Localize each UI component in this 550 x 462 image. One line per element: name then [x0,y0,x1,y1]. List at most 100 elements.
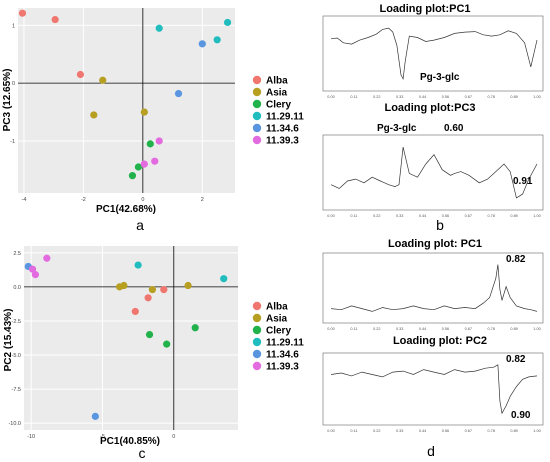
panel-a-ylabel: PC3 (12.65%) [2,69,13,132]
d-bottom-xtick-label: 0.11 [350,429,357,433]
d-top-xtick-label: 0.44 [419,327,426,331]
legend-a-entry-label: Alba [266,76,288,87]
b-bottom-xtick-label: 0.78 [488,214,495,218]
c-xtick-label: -5 [100,434,105,440]
legend-a-entry-label: Clery [266,100,291,111]
b-bottom-xtick-label: 0.89 [510,214,517,218]
c-ytick-label: -10.0 [8,421,21,427]
c-ytick-label: 2.5 [13,251,21,257]
b-top-xtick-label: 0.78 [488,95,495,99]
legend-a-swatch [252,99,262,109]
a-point-alba [76,70,85,79]
legend-c-entry-label: 11.39.3 [266,362,299,373]
a-point-11-39-3 [140,160,148,168]
a-point-11-39-3 [151,157,159,165]
b-bottom-annotation-060: 0.60 [444,123,464,134]
b-top-xtick-label: 0.67 [465,95,472,99]
b-bottom-annotation-pg3glc: Pg-3-glc [377,123,417,134]
panel-c-ylabel: PC2 (15.43%) [3,309,14,372]
legend-c-entry-label: Clery [266,326,291,337]
b-bottom-xtick-label: 0.56 [442,214,449,218]
c-point-11-39-3 [28,265,37,273]
d-top-series-line [330,264,538,312]
b-bottom-xtick-label: 0.44 [419,214,426,218]
a-xtick-label: -2 [81,197,86,203]
d-top-xtick-label: 0.78 [488,327,495,331]
legend-a-swatch [252,87,262,97]
c-point-asia [184,281,192,290]
c-point-alba [144,294,152,302]
a-xtick-label: 0 [141,197,144,203]
c-point-alba [160,286,168,294]
legend-a-swatch [252,75,262,85]
panel-c-plot-bg [24,246,238,430]
a-point-11-29-11 [155,24,163,32]
c-point-clery [191,324,199,332]
legend-c-swatch [252,361,262,371]
b-bottom-series-line [330,147,538,199]
b-bottom-xtick-label: 0.67 [465,214,472,218]
a-point-11-34-6 [174,89,183,98]
c-ytick-label: -5.0 [12,353,21,359]
d-bottom-series-line [330,364,538,415]
d-bottom-xtick-label: 0.44 [419,429,426,433]
panel-a-plot-bg [18,8,235,193]
b-bottom-xtick-label: 0.33 [396,214,403,218]
a-point-alba [51,15,59,24]
b-top-frame [322,15,544,92]
d-top-xtick-label: 0.89 [510,327,517,331]
a-xtick-label: 2 [201,197,204,203]
legend-a-entry-label: 11.39.3 [266,136,299,147]
d-bottom-annotation-082: 0.82 [506,354,526,365]
b-top-xtick-label: 1.00 [533,95,540,99]
panel-a-scatter: -4 -2 0 2 1 0 -1 PC1(42.68%) PC3 (12.65%) a [2,8,235,233]
legend-c-entry-label: 11.29.11 [266,338,304,349]
d-bottom-xtick-label: 0.00 [327,429,334,433]
d-top-title: Loading plot: PC1 [388,238,482,250]
a-point-11-34-6 [198,40,206,48]
a-point-11-29-11 [223,18,232,27]
c-point-11-29-11 [134,261,142,269]
d-bottom-xtick-label: 0.89 [510,429,517,433]
panel-label-b: b [436,217,444,233]
d-top-xtick-label: 1.00 [533,327,540,331]
a-point-clery [128,172,137,180]
legend-a-swatch [252,123,262,133]
b-top-title: Loading plot:PC1 [379,3,470,15]
a-point-alba [18,9,27,17]
d-bottom-xtick-label: 0.33 [396,429,403,433]
d-top-xtick-label: 0.67 [465,327,472,331]
a-point-asia [99,76,107,84]
c-point-clery [163,340,171,348]
legend-c-entry-label: Asia [266,314,288,325]
b-top-xtick-label: 0.89 [510,95,517,99]
d-top-annotation-082: 0.82 [506,254,526,265]
d-bottom-xtick-label: 1.00 [533,429,540,433]
d-top-xtick-label: 0.11 [350,327,357,331]
legend-c-swatch [252,313,262,323]
b-top-xtick-label: 0.33 [396,95,403,99]
c-point-alba [131,307,139,316]
d-top-xtick-label: 0.56 [442,327,449,331]
b-top-xtick-label: 0.22 [373,95,380,99]
d-bottom-title: Loading plot: PC2 [393,335,487,347]
c-point-asia [115,283,124,291]
c-xtick-label: 0 [172,434,175,440]
a-ytick-label: -1 [10,139,15,145]
legend-a-entry-label: Asia [266,88,288,99]
d-bottom-frame [322,352,544,426]
d-top-xtick-label: 0.00 [327,327,334,331]
panel-a-xlabel: PC1(42.68%) [96,204,156,215]
c-xtick-label: -10 [27,434,35,440]
b-top-series-line [330,27,538,81]
b-top-annotation-pg3glc: Pg-3-glc [420,72,460,83]
b-top-xtick-label: 0.11 [350,95,357,99]
a-ytick-label: 1 [12,23,15,29]
a-xtick-label: -4 [21,197,26,203]
b-bottom-xtick-label: 0.11 [350,214,357,218]
panel-label-a: a [136,217,144,233]
b-top-xtick-label: 0.56 [442,95,449,99]
